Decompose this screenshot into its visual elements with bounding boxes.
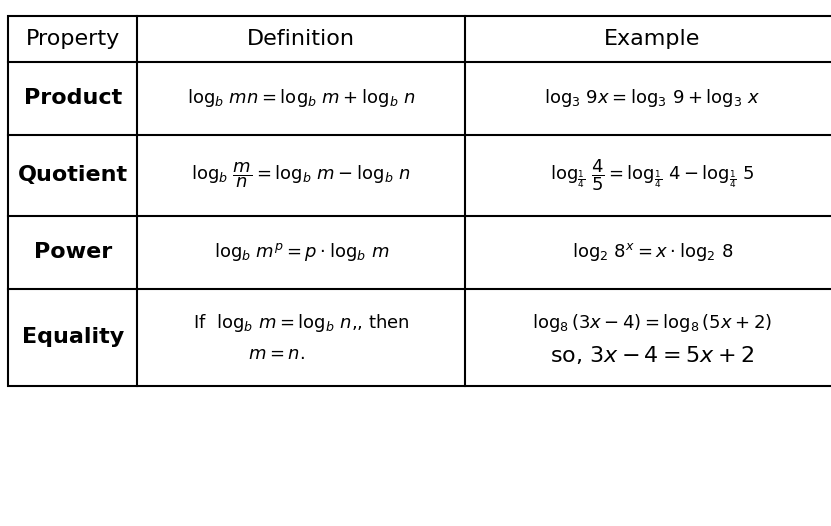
Text: Property: Property <box>26 29 120 49</box>
Text: Equality: Equality <box>22 327 124 348</box>
Text: $\log_{b}\, \dfrac{m}{n} = \log_{b}\, m - \log_{b}\, n$: $\log_{b}\, \dfrac{m}{n} = \log_{b}\, m … <box>191 160 411 190</box>
Text: $\log_{b}\, mn = \log_{b}\, m + \log_{b}\, n$: $\log_{b}\, mn = \log_{b}\, m + \log_{b}… <box>187 87 416 109</box>
Text: $m = n.$: $m = n.$ <box>248 345 305 363</box>
Text: Product: Product <box>23 88 122 108</box>
Text: $\log_{3}\, 9x = \log_{3}\, 9 + \log_{3}\, x$: $\log_{3}\, 9x = \log_{3}\, 9 + \log_{3}… <box>544 87 760 109</box>
Text: If  $\log_{b}\, m = \log_{b}\, n$,, then: If $\log_{b}\, m = \log_{b}\, n$,, then <box>193 312 410 334</box>
Text: $\log_{2}\, 8^{x} = x \cdot \log_{2}\, 8$: $\log_{2}\, 8^{x} = x \cdot \log_{2}\, 8… <box>572 241 733 264</box>
Text: Quotient: Quotient <box>17 165 128 186</box>
Text: $\log_{b}\, m^{p} = p \cdot \log_{b}\, m$: $\log_{b}\, m^{p} = p \cdot \log_{b}\, m… <box>214 241 389 264</box>
Text: $\log_{8}(3x-4) = \log_{8}(5x+2)$: $\log_{8}(3x-4) = \log_{8}(5x+2)$ <box>533 312 772 334</box>
Bar <box>8 16 831 386</box>
Text: so, $3x - 4 = 5x+2$: so, $3x - 4 = 5x+2$ <box>550 344 755 366</box>
Text: Example: Example <box>604 29 701 49</box>
Text: Power: Power <box>33 242 112 262</box>
Text: $\log_{\frac{1}{4}}\, \dfrac{4}{5} = \log_{\frac{1}{4}}\, 4 - \log_{\frac{1}{4}}: $\log_{\frac{1}{4}}\, \dfrac{4}{5} = \lo… <box>550 158 755 193</box>
Text: Definition: Definition <box>248 29 355 49</box>
